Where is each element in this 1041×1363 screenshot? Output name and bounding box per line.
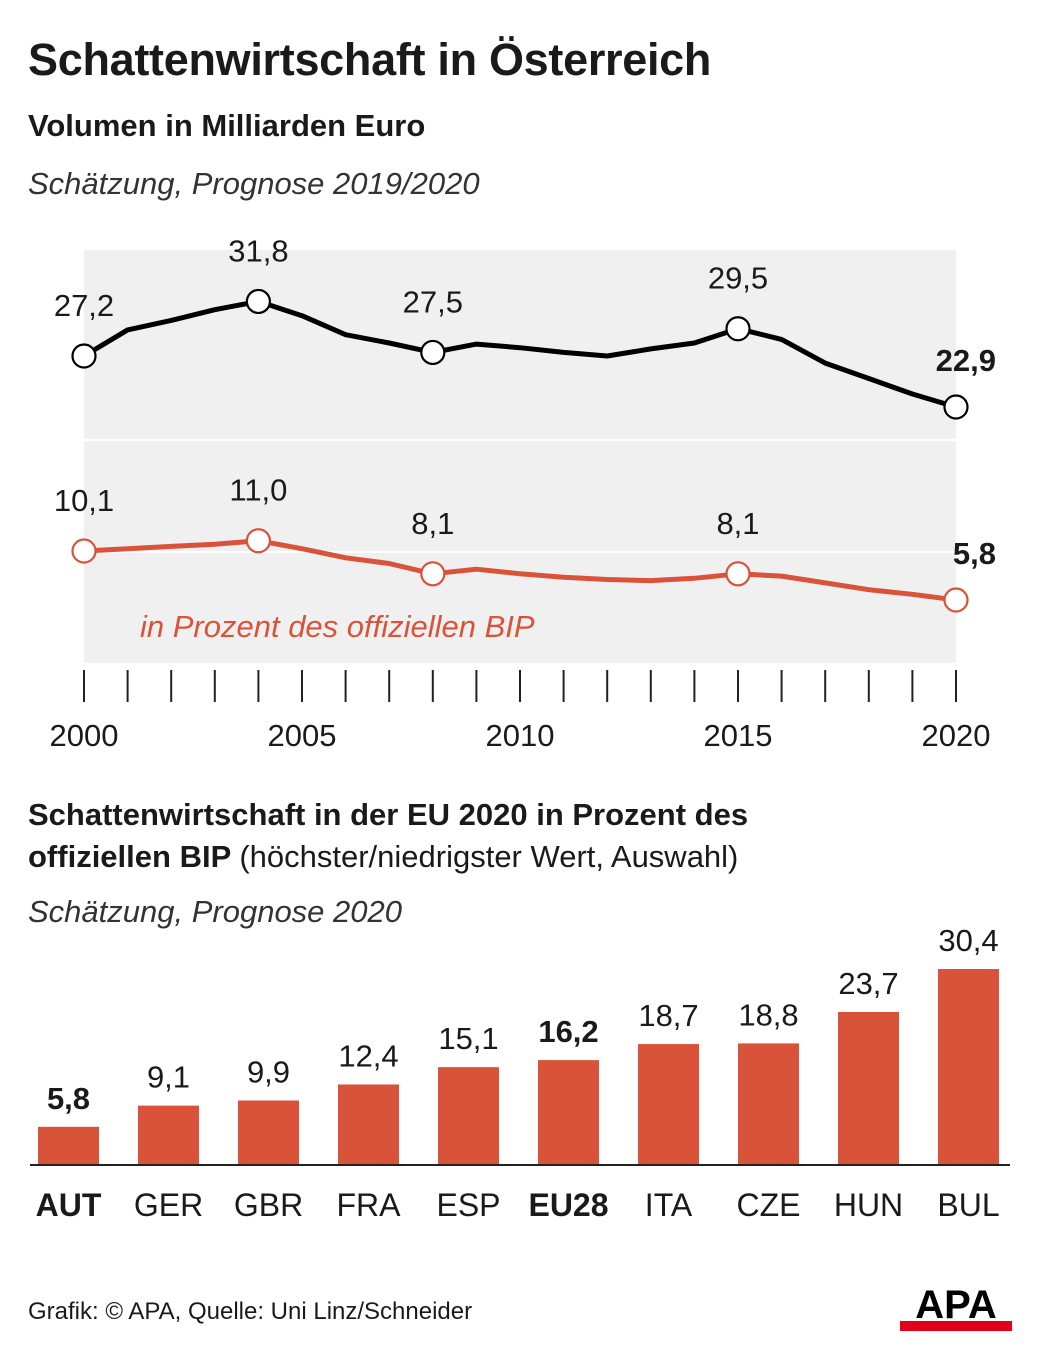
percent-value-label: 11,0	[229, 473, 287, 508]
bar-chart-note: Schätzung, Prognose 2020	[28, 894, 402, 929]
source-footer: Grafik: © APA, Quelle: Uni Linz/Schneide…	[28, 1298, 473, 1325]
bar-value-label: 18,8	[738, 997, 798, 1032]
volume-marker	[71, 343, 97, 369]
volume-marker	[725, 316, 751, 342]
x-tick-label: 2020	[922, 718, 991, 753]
percent-marker	[943, 587, 969, 613]
bar-chart-title-line2: offiziellen BIP	[28, 839, 231, 874]
volume-marker	[943, 394, 969, 420]
bar-category-label: ITA	[645, 1187, 693, 1223]
line-chart-note: Schätzung, Prognose 2019/2020	[28, 166, 480, 201]
percent-value-label: 5,8	[953, 536, 996, 571]
percent-marker	[71, 538, 97, 564]
bar	[538, 1060, 599, 1164]
bar-value-label: 9,9	[247, 1054, 290, 1089]
percent-line	[83, 538, 957, 603]
bar	[38, 1126, 99, 1164]
bar-value-label: 9,1	[147, 1060, 190, 1095]
bar	[238, 1100, 299, 1164]
volume-value-label: 27,2	[54, 288, 114, 323]
bar-value-label: 5,8	[47, 1081, 90, 1116]
percent-value-label: 10,1	[54, 483, 114, 518]
x-tick-label: 2010	[486, 718, 555, 753]
x-tick-label: 2005	[268, 718, 337, 753]
bar-value-label: 23,7	[838, 966, 898, 1001]
line-chart-subtitle: Volumen in Milliarden Euro	[28, 108, 426, 143]
bar	[438, 1067, 499, 1164]
volume-value-label: 27,5	[403, 284, 463, 319]
bar-value-label: 30,4	[938, 923, 998, 958]
bar-value-label: 18,7	[638, 998, 698, 1033]
volume-band	[84, 250, 956, 440]
volume-marker	[245, 288, 271, 315]
percent-marker	[245, 528, 271, 554]
percent-value-label: 8,1	[411, 506, 454, 541]
percent-value-label: 8,1	[716, 506, 759, 541]
bar	[738, 1043, 799, 1164]
bar	[338, 1084, 399, 1164]
bar-value-label: 16,2	[538, 1014, 598, 1049]
bar-category-label: ESP	[436, 1187, 500, 1223]
bar-category-label: CZE	[737, 1187, 801, 1223]
bar	[838, 1011, 899, 1164]
bar-category-label: HUN	[834, 1187, 903, 1223]
apa-logo: APA	[900, 1283, 1012, 1331]
bar-category-label: EU28	[528, 1187, 608, 1223]
volume-value-label: 29,5	[708, 261, 768, 296]
volume-value-label: 31,8	[228, 233, 288, 268]
volume-marker	[420, 339, 446, 366]
bar-value-label: 12,4	[338, 1038, 398, 1073]
bar-category-label: BUL	[937, 1187, 999, 1223]
bar	[938, 969, 999, 1164]
bar	[638, 1044, 699, 1164]
bar-category-label: GBR	[234, 1187, 303, 1223]
logo-text: APA	[915, 1283, 996, 1327]
bar-chart-title-line1: Schattenwirtschaft in der EU 2020 in Pro…	[28, 797, 749, 832]
bar	[138, 1105, 199, 1164]
bar-chart-title: Schattenwirtschaft in der EU 2020 in Pro…	[28, 794, 748, 878]
bar-chart: 5,8 AUT 9,1 GER 9,9 GBR 12,4 FRA 15,1 ESP 16,2 EU28…	[30, 923, 1010, 1223]
line-chart: 2000 2005 2010 2015 2020 27,2 31,8 27,5 29,5 22,9…	[50, 233, 996, 753]
x-tick-label: 2015	[704, 718, 773, 753]
bar-chart-title-rest: (höchster/niedrigster Wert, Auswahl)	[239, 839, 739, 874]
bar-category-label: AUT	[36, 1187, 102, 1223]
percent-marker	[725, 561, 751, 587]
volume-value-label: 22,9	[936, 343, 996, 378]
logo-red-band	[900, 1321, 1012, 1331]
percent-marker	[420, 561, 446, 587]
x-tick-label: 2000	[50, 718, 119, 753]
bar-category-label: FRA	[337, 1187, 402, 1223]
bar-value-label: 15,1	[438, 1021, 498, 1056]
volume-line	[82, 298, 957, 410]
percent-series-label: in Prozent des offiziellen BIP	[140, 609, 535, 644]
chart-title: Schattenwirtschaft in Österreich	[28, 34, 712, 85]
bar-category-label: GER	[134, 1187, 203, 1223]
